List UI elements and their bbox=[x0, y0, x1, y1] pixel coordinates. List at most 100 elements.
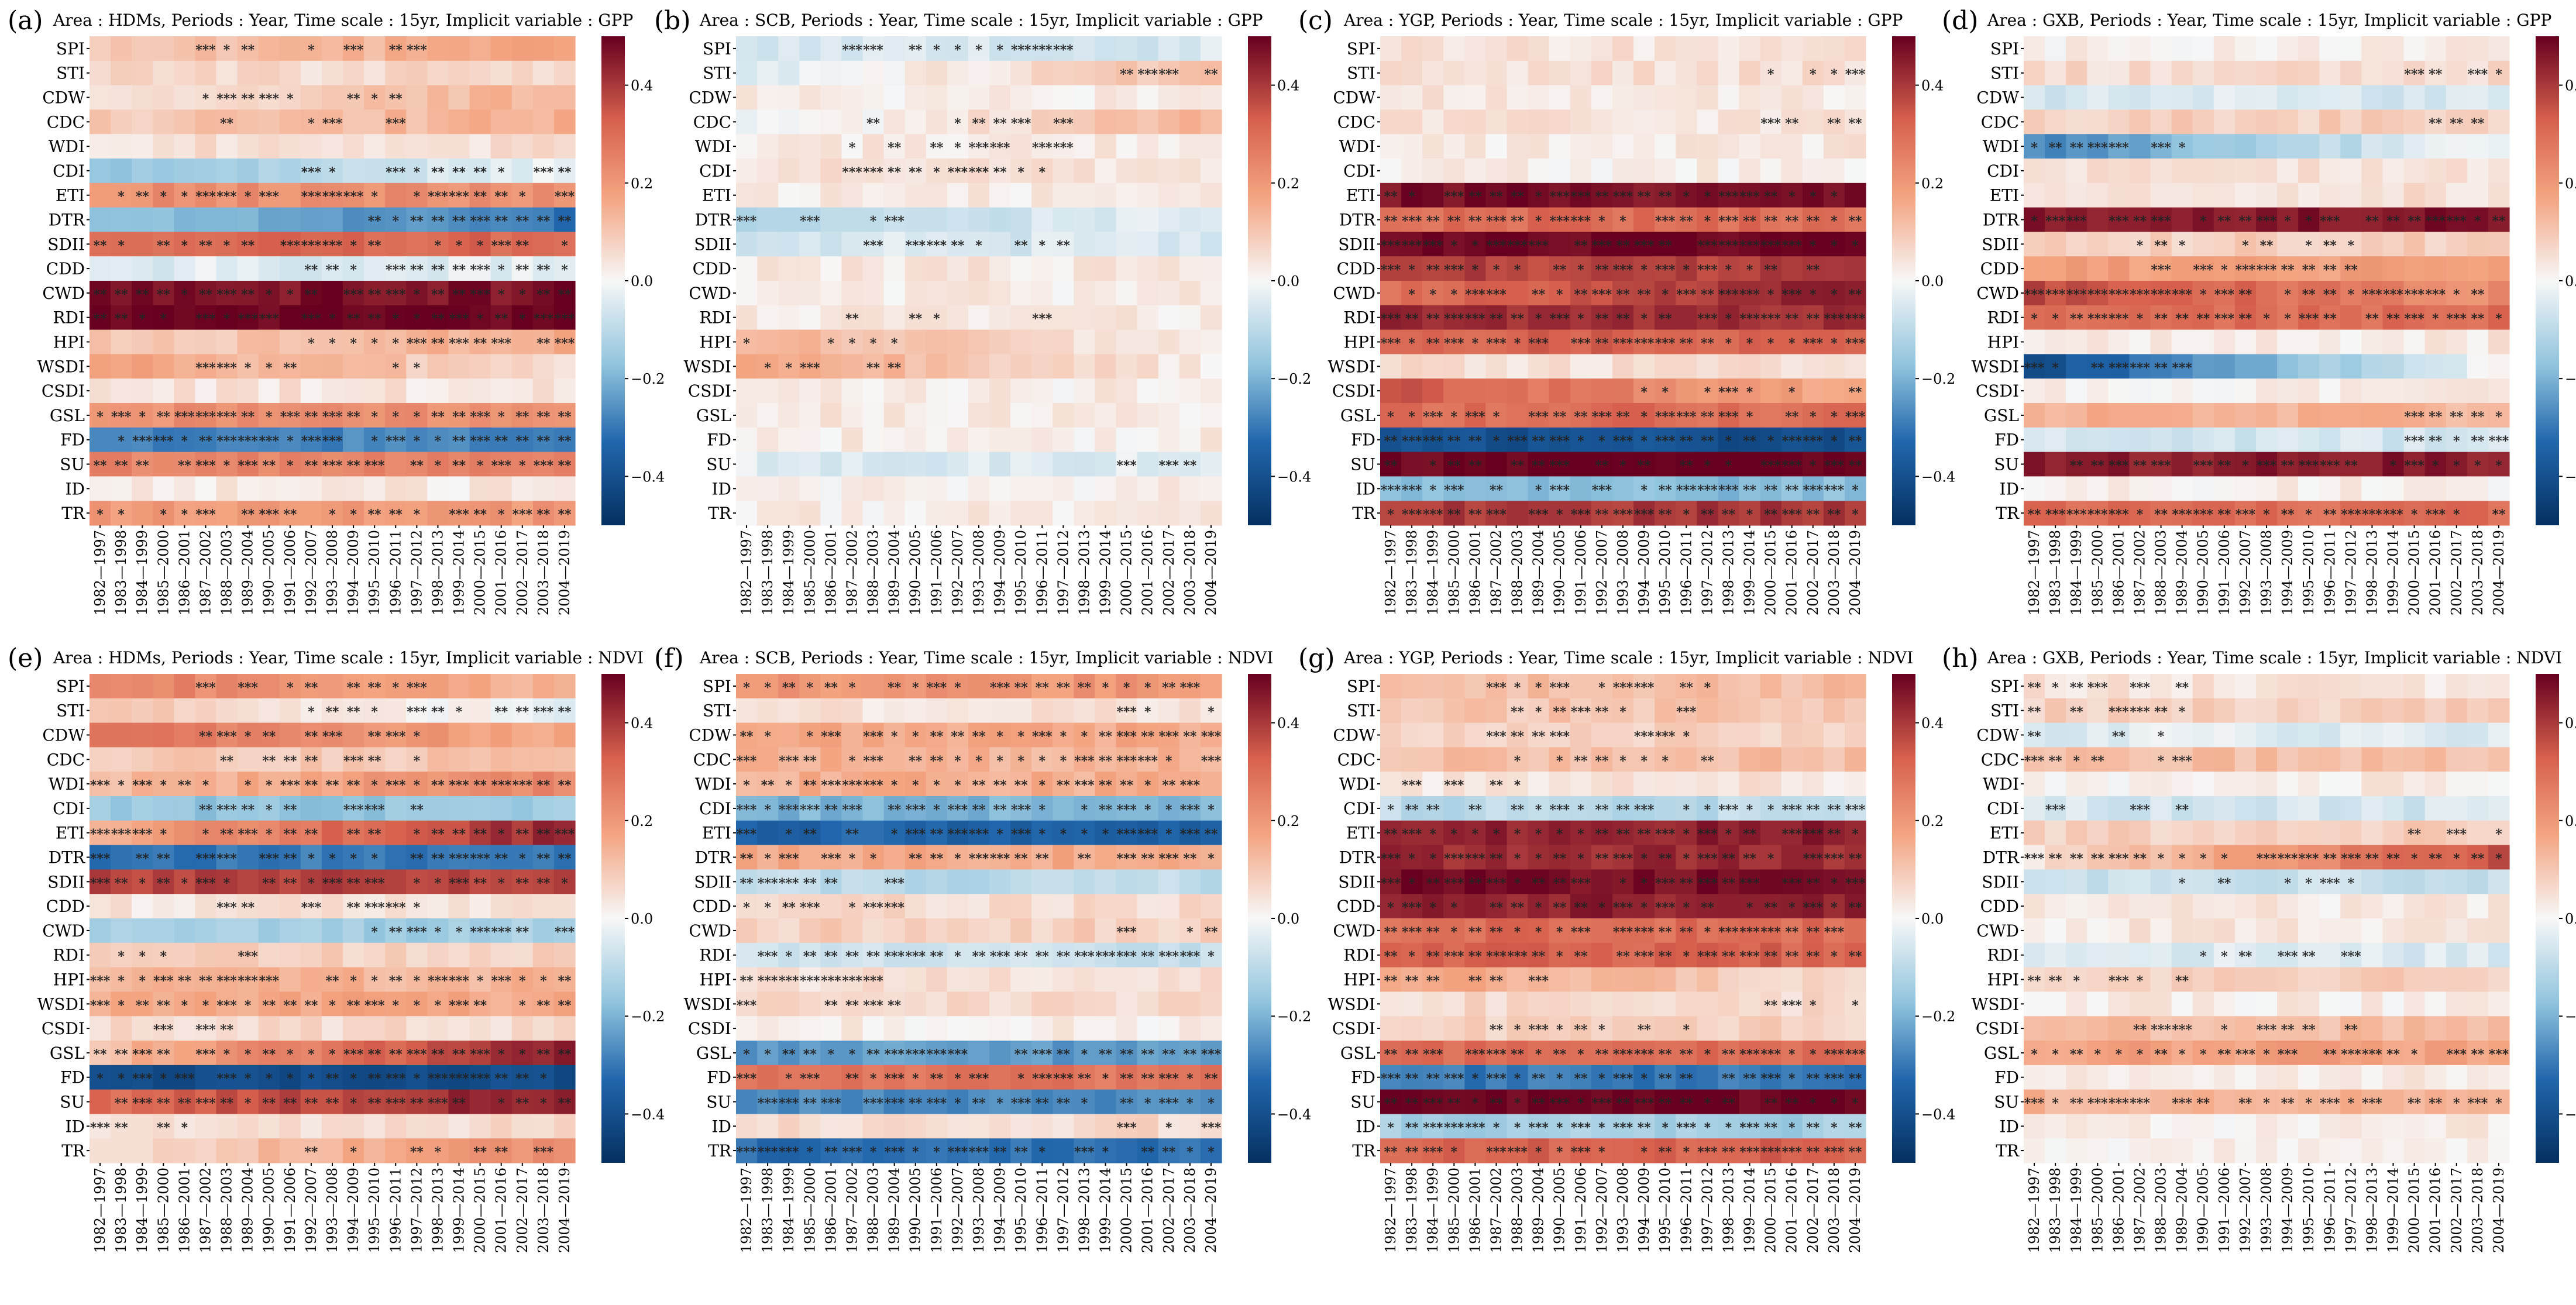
heatmap-cell bbox=[195, 85, 217, 110]
heatmap-cell bbox=[2340, 427, 2362, 453]
heatmap-cell bbox=[553, 476, 576, 501]
heatmap-cell bbox=[1116, 1016, 1138, 1041]
panel-title: Area : YGP, Periods : Year, Time scale :… bbox=[1343, 11, 1903, 30]
significance-mark: *** bbox=[1760, 312, 1781, 327]
significance-mark: * bbox=[1852, 483, 1859, 498]
heatmap-cell bbox=[2171, 183, 2193, 208]
heatmap-cell bbox=[1095, 698, 1117, 724]
row-label: SDII bbox=[47, 235, 85, 254]
heatmap-cell bbox=[2087, 403, 2109, 428]
significance-mark: * bbox=[561, 238, 568, 253]
significance-mark: *** bbox=[1528, 409, 1549, 425]
significance-mark: * bbox=[1429, 287, 1436, 302]
significance-mark: * bbox=[350, 238, 357, 253]
heatmap-cell bbox=[174, 60, 196, 86]
heatmap-cell bbox=[385, 305, 407, 330]
significance-mark: * bbox=[329, 336, 336, 352]
heatmap-cell bbox=[1380, 183, 1402, 208]
heatmap-cell bbox=[279, 501, 301, 526]
heatmap-cell bbox=[1179, 281, 1201, 306]
significance-mark: * bbox=[1535, 827, 1542, 842]
heatmap-cell bbox=[799, 427, 821, 453]
heatmap-cell bbox=[279, 452, 301, 477]
heatmap-cell bbox=[1464, 85, 1487, 110]
significance-mark: * bbox=[371, 852, 378, 867]
significance-mark: *** bbox=[2045, 214, 2066, 229]
col-label: 2001—2016 bbox=[1140, 1168, 1156, 1253]
heatmap-cell bbox=[926, 329, 948, 354]
heatmap-cell bbox=[1781, 354, 1803, 379]
heatmap-cell bbox=[343, 305, 364, 330]
heatmap-cell bbox=[2403, 134, 2426, 159]
significance-mark: *** bbox=[1676, 409, 1697, 425]
heatmap-cell bbox=[448, 159, 470, 184]
significance-mark: *** bbox=[821, 852, 841, 867]
heatmap-cell bbox=[2129, 378, 2151, 404]
heatmap-cell bbox=[968, 1016, 990, 1041]
col-label: 2000—2015 bbox=[472, 530, 489, 615]
significance-mark: *** bbox=[800, 803, 820, 818]
heatmap-cell bbox=[778, 476, 800, 501]
heatmap-cell bbox=[1591, 378, 1613, 404]
heatmap-cell bbox=[406, 1016, 428, 1041]
col-label: 1984—1999 bbox=[1425, 530, 1441, 615]
heatmap-cell bbox=[2446, 85, 2468, 110]
heatmap-cell bbox=[1158, 256, 1180, 281]
heatmap-cell bbox=[469, 501, 491, 526]
heatmap-cell bbox=[511, 476, 534, 501]
significance-mark: ** bbox=[536, 998, 551, 1013]
significance-mark: *** bbox=[1116, 949, 1137, 965]
heatmap-cell bbox=[968, 378, 990, 404]
heatmap-panel-e: (e) Area : HDMs, Periods : Year, Time sca… bbox=[8, 643, 665, 1253]
heatmap-cell bbox=[841, 85, 864, 110]
col-label: 2001—2016 bbox=[1784, 530, 1800, 615]
heatmap-cell bbox=[1179, 256, 1201, 281]
significance-mark: * bbox=[1102, 1145, 1109, 1160]
heatmap-cell bbox=[2298, 134, 2320, 159]
colorbar-tick-label: −0.2 bbox=[631, 371, 665, 387]
heatmap-cell bbox=[343, 232, 364, 257]
heatmap-cell bbox=[1200, 207, 1222, 232]
heatmap-cell bbox=[385, 354, 407, 379]
significance-mark: ** bbox=[347, 778, 361, 793]
heatmap-cell bbox=[841, 722, 864, 748]
colorbar-tick-label: 0.2 bbox=[631, 175, 653, 192]
heatmap-cell bbox=[926, 207, 948, 232]
heatmap-cell bbox=[1053, 845, 1074, 870]
significance-mark: *** bbox=[174, 409, 195, 425]
heatmap-cell bbox=[553, 207, 576, 232]
significance-mark: * bbox=[181, 1120, 188, 1135]
heatmap-cell bbox=[904, 183, 927, 208]
significance-mark: * bbox=[1208, 705, 1215, 720]
heatmap-cell bbox=[1158, 427, 1180, 453]
significance-mark: *** bbox=[863, 1096, 883, 1111]
heatmap-cell bbox=[2255, 378, 2278, 404]
significance-mark: ** bbox=[888, 998, 902, 1013]
heatmap-cell bbox=[1422, 747, 1444, 772]
heatmap-cell bbox=[883, 403, 906, 428]
significance-mark: * bbox=[1535, 214, 1542, 229]
significance-mark: *** bbox=[216, 974, 237, 989]
row-label: WDI bbox=[1339, 774, 1375, 794]
heatmap-cell bbox=[1179, 698, 1201, 724]
heatmap-cell bbox=[1401, 452, 1423, 477]
significance-mark: *** bbox=[2109, 287, 2129, 302]
heatmap-cell bbox=[343, 109, 364, 135]
significance-mark: ** bbox=[473, 507, 487, 522]
significance-mark: *** bbox=[301, 312, 322, 327]
heatmap-cell bbox=[1676, 747, 1697, 772]
heatmap-cell bbox=[1422, 722, 1444, 748]
significance-mark: ** bbox=[473, 876, 487, 891]
heatmap-cell bbox=[258, 183, 280, 208]
significance-mark: *** bbox=[1634, 803, 1655, 818]
heatmap-cell bbox=[1179, 476, 1201, 501]
heatmap-cell bbox=[989, 232, 1011, 257]
significance-mark: * bbox=[181, 287, 188, 302]
heatmap-cell bbox=[1380, 207, 1402, 232]
heatmap-cell bbox=[1031, 869, 1053, 894]
heatmap-cell bbox=[1179, 36, 1201, 61]
significance-mark: *** bbox=[1402, 238, 1422, 253]
significance-mark: ** bbox=[325, 1096, 339, 1111]
heatmap-cell bbox=[1074, 354, 1096, 379]
col-label: 1987—2002 bbox=[1488, 530, 1504, 615]
